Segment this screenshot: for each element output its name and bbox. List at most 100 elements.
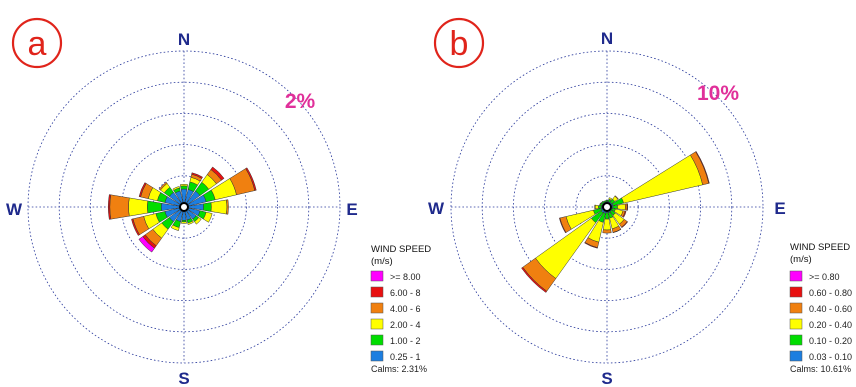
legend-label: 0.25 - 1 [390,352,421,362]
wind-bar-ssw-bin2 [170,224,180,231]
legend-b: WIND SPEED (m/s) >= 0.80 0.60 - 0.80 0.40 … [789,242,852,374]
compass-east-a: E [346,200,357,219]
legend-swatch [789,270,803,282]
wind-bar-ene-bin2 [621,154,703,204]
wind-bar-e-bin1 [612,204,618,210]
wind-bar-ene-bin4 [695,151,710,184]
compass-west-a: W [6,200,23,219]
wind-bar-n-bin1 [605,199,609,202]
wind-bar-e-bin4 [626,203,629,211]
panel-label-circle-a [11,17,63,69]
legend-unit-a: (m/s) [371,256,393,267]
legend-calms-b: Calms: 10.61% [790,364,851,374]
wind-bar-e-bin3 [226,199,229,215]
grid-ring [544,144,670,270]
wind-bar-e-bin1 [203,202,212,212]
legend-label: 0.60 - 0.80 [809,288,852,298]
wind-bar-wnw-bin2 [599,202,602,206]
calm-center-b [602,202,612,212]
legend-items-a: >= 8.00 6.00 - 8 4.00 - 6 2.00 - 4 1.00 - 2 0… [370,270,421,362]
legend-swatch [789,286,803,298]
wind-bar-se-bin4 [621,221,629,229]
wind-bar-ssw-bin4 [584,242,598,249]
bars-a [107,166,257,253]
wind-bar-wsw-bin4 [559,217,567,234]
compass-east-b: E [774,199,785,218]
compass-north-b: N [601,29,613,48]
legend-swatch [789,318,803,330]
wind-bar-ese-bin2 [202,211,213,223]
legend-swatch [370,270,384,282]
legend-swatch [370,350,384,362]
wind-bar-e-bin2 [617,203,626,211]
wind-rose-panel-b: b N E S W 10% WIND SPEED (m/s) >= 0.80 0.… [428,17,852,387]
wind-bar-nne-bin2 [608,197,613,201]
calm-center-a [179,202,189,212]
legend-label: 0.40 - 0.60 [809,304,852,314]
legend-label: 1.00 - 2 [390,336,421,346]
wind-bar-sw-bin4 [521,266,548,293]
legend-label: >= 8.00 [390,272,421,282]
legend-title-b: WIND SPEED [790,242,850,253]
wind-bar-ene-bin4 [245,167,257,191]
wind-bar-w-bin1 [146,200,162,214]
ring-percent-label-a: 2% [285,90,316,113]
compass-north-a: N [178,30,190,49]
wind-bar-w-bin2 [128,197,149,217]
wind-bar-nw-bin3 [158,181,168,191]
wind-bar-w-bin4 [107,194,112,220]
legend-items-b: >= 0.80 0.60 - 0.80 0.40 - 0.60 0.20 - 0.40… [789,270,852,362]
wind-bar-n-bin1 [180,185,188,190]
wind-bar-nne-bin4 [191,172,203,179]
compass-south-b: S [601,369,612,387]
legend-a: WIND SPEED (m/s) >= 8.00 6.00 - 8 4.00 - 6… [370,244,431,374]
wind-bar-ese-bin4 [622,210,627,218]
legend-swatch [789,302,803,314]
wind-bar-sw-bin5 [138,236,155,253]
wind-bar-w-bin3 [594,204,596,210]
legend-swatch [370,334,384,346]
wind-bar-w-bin2 [594,204,599,210]
wind-bar-sse-bin4 [612,228,622,234]
legend-swatch [370,286,384,298]
legend-swatch [370,318,384,330]
wind-bar-s-bin3 [602,229,612,234]
bars-b [521,151,710,293]
wind-bar-e-bin2 [210,199,228,215]
wind-bar-w-bin1 [598,205,602,209]
legend-swatch [789,350,803,362]
grid-ring [121,144,247,270]
legend-calms-a: Calms: 2.31% [371,364,427,374]
wind-bar-nnw-bin1 [603,200,607,203]
wind-bar-nw-bin2 [600,200,604,204]
panel-label-a: a [28,25,47,63]
compass-west-b: W [428,199,445,218]
legend-label: 0.20 - 0.40 [809,320,852,330]
legend-title-a: WIND SPEED [371,244,431,255]
wind-bar-ne-bin3 [614,195,619,200]
ring-percent-label-b: 10% [697,82,739,105]
legend-label: 2.00 - 4 [390,320,421,330]
wind-bar-n-bin2 [179,184,189,187]
legend-label: 6.00 - 8 [390,288,421,298]
wind-bar-sse-bin2 [187,220,194,225]
wind-bar-s-bin2 [181,221,187,224]
wind-bar-ne-bin4 [210,166,225,181]
legend-swatch [370,302,384,314]
legend-label: 4.00 - 6 [390,304,421,314]
wind-rose-panel-a: a N E S W 2% WIND SPEED (m/s) >= 8.00 6.0… [6,17,431,387]
legend-label: 0.03 - 0.10 [809,352,852,362]
wind-bar-s-bin2 [602,218,612,231]
legend-label: 0.10 - 0.20 [809,336,852,346]
legend-label: >= 0.80 [809,272,840,282]
panel-label-b: b [450,25,469,63]
wind-bar-nnw-bin2 [172,186,180,191]
wind-bar-se-bin2 [194,217,202,225]
wind-bar-wsw-bin4 [131,218,140,236]
legend-swatch [789,334,803,346]
wind-bar-wnw-bin4 [138,182,147,198]
compass-south-a: S [178,369,189,387]
panel-label-circle-b [433,17,485,69]
wind-bar-w-bin3 [109,194,130,220]
